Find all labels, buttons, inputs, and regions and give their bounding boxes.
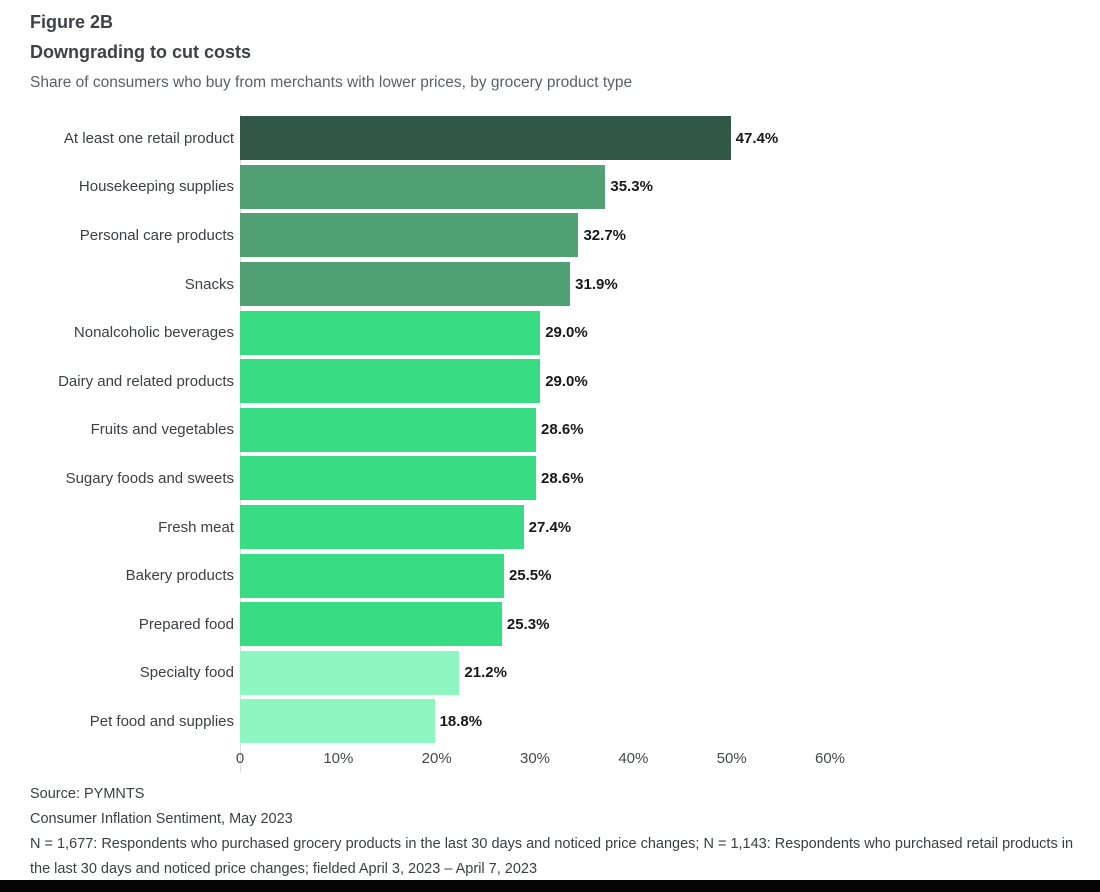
value-label: 29.0% [545,372,588,390]
bar-row: Fruits and vegetables 28.6% [30,406,1070,455]
bar-row: Sugary foods and sweets 28.6% [30,454,1070,503]
category-label: Specialty food [139,664,234,682]
bar [240,650,460,695]
bar [240,213,579,258]
value-label: 21.2% [464,664,507,682]
value-label: 32.7% [583,226,627,244]
figure-label: Figure 2B [30,12,114,32]
bar-row: Pet food and supplies 18.8% [30,697,1070,746]
category-label: Nonalcoholic beverages [73,324,234,342]
bar-row: Personal care products 32.7% [30,211,1070,260]
bar-row: At least one retail product 47.4% [30,114,1070,163]
bar-track: 47.4% [240,116,830,161]
value-label: 29.0% [545,324,588,342]
value-label: 47.4% [735,129,779,147]
category-label: Fruits and vegetables [90,421,234,439]
value-label: 25.5% [508,567,552,585]
bar-track: 18.8% [240,699,830,744]
bar [240,505,524,550]
bar-track: 35.3% [240,164,830,209]
x-axis: 0 10% 20% 30% 40% 50% 60% [236,750,845,770]
value-label: 28.6% [541,469,584,487]
bar [240,359,541,404]
bar [240,164,606,209]
bar [240,310,541,355]
bar-track: 29.0% [240,310,830,355]
bar-row: Housekeeping supplies 35.3% [30,163,1070,212]
bar-row: Nonalcoholic beverages 29.0% [30,308,1070,357]
x-axis-tick: 0 [235,750,245,767]
bottom-band [0,880,1100,892]
bar-track: 25.5% [240,553,830,598]
x-axis-tick: 10% [323,750,354,767]
source-line: Source: PYMNTS [30,786,145,802]
bar-track: 29.0% [240,359,830,404]
category-label: Snacks [184,275,234,293]
x-axis-tick: 30% [519,750,551,767]
value-label: 18.8% [439,712,483,730]
bar [240,407,537,452]
bar-row: Dairy and related products 29.0% [30,357,1070,406]
value-label: 28.6% [541,421,584,439]
bar-track: 28.6% [240,407,830,452]
bar [240,553,504,598]
category-label: At least one retail product [63,129,234,147]
x-axis-tick: 50% [716,750,747,767]
x-axis-tick: 40% [618,750,649,767]
value-label: 25.3% [506,615,550,633]
category-label: Personal care products [79,226,234,244]
bar [240,602,502,647]
category-label: Pet food and supplies [89,712,234,730]
publication-line: Consumer Inflation Sentiment, May 2023 [30,811,293,827]
x-axis-tick: 20% [421,750,452,767]
bar-row: Fresh meat 27.4% [30,503,1070,552]
category-label: Sugary foods and sweets [65,469,234,487]
chart-footer: Source: PYMNTS Consumer Inflation Sentim… [30,782,1078,882]
category-label: Fresh meat [158,518,234,536]
bar-row: Prepared food 25.3% [30,600,1070,649]
category-label: Housekeeping supplies [78,178,234,196]
category-label: Dairy and related products [58,372,234,390]
category-label: Bakery products [125,567,234,585]
value-label: 27.4% [528,518,572,536]
bar [240,262,571,307]
x-axis-tick: 60% [814,750,846,767]
bar-track: 21.2% [240,650,830,695]
bar-track: 25.3% [240,602,830,647]
value-label: 35.3% [610,178,653,196]
bar [240,116,731,161]
bar-row: Specialty food 21.2% [30,649,1070,698]
bar-chart: At least one retail product 47.4% Housekee… [30,114,1070,746]
methodology-line: N = 1,677: Respondents who purchased gro… [30,836,1074,877]
bar-track: 31.9% [240,262,830,307]
bar [240,456,537,501]
bar [240,699,435,744]
bar-row: Snacks 31.9% [30,260,1070,309]
chart-subtitle: Share of consumers who buy from merchant… [30,74,633,91]
bar-track: 32.7% [240,213,830,258]
value-label: 31.9% [575,275,618,293]
bar-row: Bakery products 25.5% [30,551,1070,600]
chart-title: Downgrading to cut costs [30,42,252,62]
bar-track: 27.4% [240,505,830,550]
category-label: Prepared food [138,615,234,633]
bar-track: 28.6% [240,456,830,501]
